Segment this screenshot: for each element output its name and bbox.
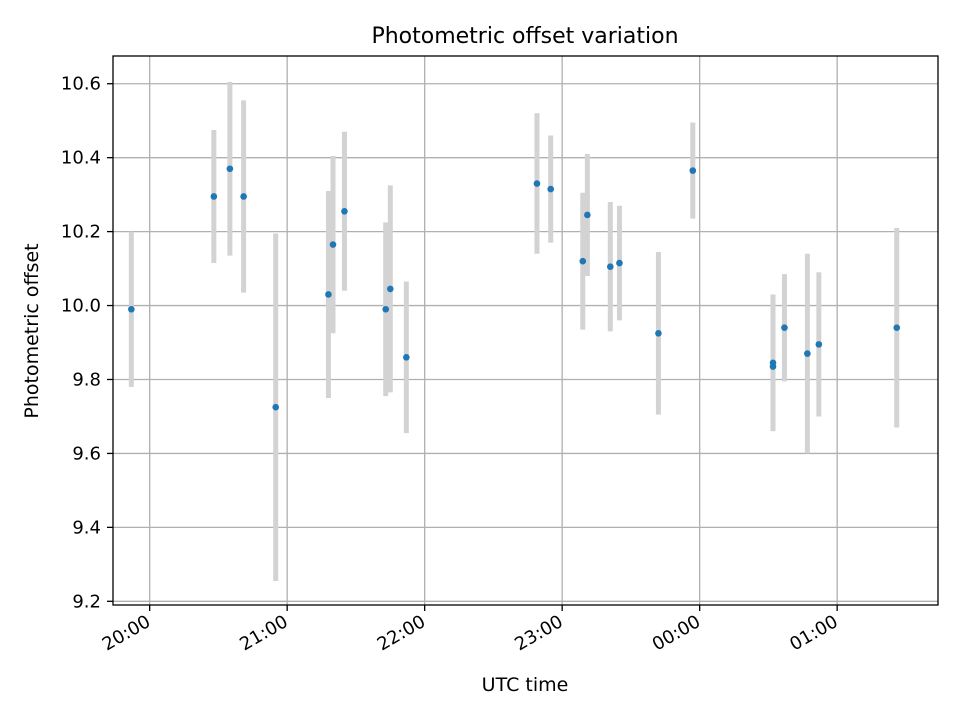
y-tick-label: 10.6 <box>61 74 101 95</box>
y-tick-label: 9.6 <box>72 443 101 464</box>
data-point <box>341 207 348 215</box>
data-point <box>210 193 218 200</box>
data-point <box>547 185 555 193</box>
data-point <box>386 285 394 293</box>
data-point <box>606 263 614 271</box>
data-point <box>781 324 788 332</box>
data-point <box>240 193 247 200</box>
data-points <box>128 165 901 411</box>
chart-title: Photometric offset variation <box>371 24 678 49</box>
plot-area <box>113 56 938 605</box>
data-point <box>533 180 541 187</box>
data-point <box>689 167 697 174</box>
y-tick-label: 10.4 <box>61 148 101 169</box>
grid <box>113 56 938 605</box>
data-point <box>382 305 390 313</box>
y-axis-ticks: 9.2 9.4 9.6 9.8 10.0 10.2 10.4 10.6 <box>61 74 113 612</box>
data-point <box>815 341 823 348</box>
data-point <box>128 305 135 313</box>
y-tick-label: 10.2 <box>61 222 101 243</box>
y-tick-label: 9.2 <box>72 591 101 612</box>
data-point <box>325 291 332 298</box>
y-tick-label: 9.8 <box>72 369 101 390</box>
y-tick-label: 10.0 <box>61 296 101 317</box>
plot-frame <box>112 55 939 606</box>
data-point <box>584 211 591 219</box>
data-point <box>272 403 280 411</box>
data-point <box>329 241 337 248</box>
data-point <box>616 259 623 267</box>
y-axis-label: Photometric offset <box>21 243 43 418</box>
data-point <box>655 329 662 337</box>
data-point <box>579 257 587 265</box>
data-point <box>403 354 410 361</box>
y-tick-label: 9.4 <box>72 517 101 538</box>
x-axis-label: UTC time <box>482 674 569 696</box>
data-point <box>893 324 901 332</box>
data-point <box>769 363 777 370</box>
data-point <box>226 165 234 173</box>
data-point <box>804 350 811 357</box>
